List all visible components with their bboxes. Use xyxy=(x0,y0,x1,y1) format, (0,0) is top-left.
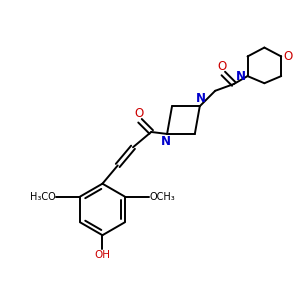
Text: O: O xyxy=(218,59,227,73)
Text: OCH₃: OCH₃ xyxy=(149,192,175,202)
Text: O: O xyxy=(134,107,144,120)
Text: OH: OH xyxy=(94,250,110,260)
Text: N: N xyxy=(196,92,206,105)
Text: N: N xyxy=(161,135,171,148)
Text: H₃CO: H₃CO xyxy=(30,192,56,202)
Text: O: O xyxy=(283,50,292,63)
Text: N: N xyxy=(236,70,246,83)
